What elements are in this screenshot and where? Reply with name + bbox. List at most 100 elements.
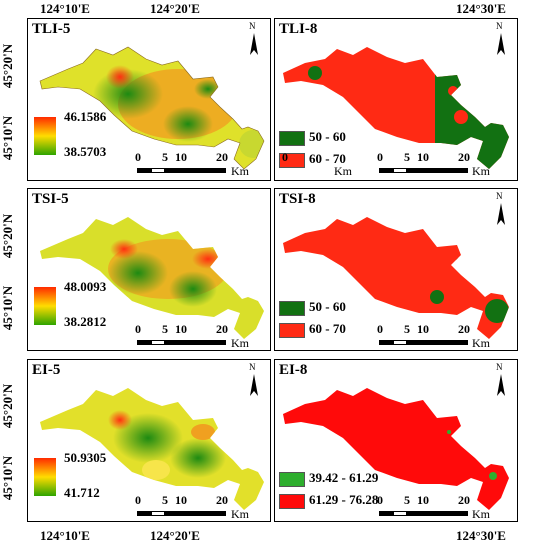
scale-tick: 0 [377,150,383,164]
scale-bar: 0 [282,150,510,184]
scale-segment [137,511,151,516]
lake-map [39,46,265,170]
scale-tick: 5 [162,493,168,507]
color-ramp [34,458,56,496]
scale-unit: Km [231,164,249,178]
left-tick-1: 45°20'N [0,43,16,89]
left-tick-4: 45°10'N [0,285,16,331]
scale-tick: 10 [417,493,429,507]
scale-tick: 0 [135,150,141,164]
scale-tick: 20 [216,322,228,336]
ramp-max: 46.1586 [64,109,107,124]
color-ramp [34,287,56,325]
scale-unit: Km [231,336,249,350]
legend-label: 60 - 70 [309,151,346,166]
lake-map [40,388,264,510]
scale-segment [165,168,179,173]
scale-tick: 10 [175,493,187,507]
scale-tick: 20 [216,493,228,507]
left-tick-5: 45°20'N [0,383,16,429]
scale-segment [137,340,151,345]
scale-tick: 10 [175,150,187,164]
north-arrow-icon: N [246,362,262,400]
legend-label: 50 - 60 [309,129,346,144]
scale-bar: 0 5 10 20 Km [374,493,504,527]
scale-segment [179,168,226,173]
north-label: N [249,362,256,372]
scale-tick: 0 [135,493,141,507]
map-panel-tli8: TLI-8 N 50 - 60 60 - 70 [274,18,518,181]
top-tick-3: 124°30'E [456,1,506,16]
north-label: N [496,362,503,372]
scale-unit: Km [472,507,490,521]
scale-tick: 5 [404,322,410,336]
legend-swatch [279,494,305,509]
scale-unit: Km [334,164,352,178]
lake-map [40,217,264,339]
panel-title: TSI-5 [32,191,69,207]
scale-segment [421,340,468,345]
scale-tick: 20 [458,322,470,336]
bottom-tick-2: 124°20'E [150,528,200,543]
lake-map [283,47,509,169]
scale-bar: 0 5 10 20 [132,322,262,356]
scale-tick: 20 [458,493,470,507]
scale-tick: 0 [377,493,383,507]
scale-tick: 20 [458,150,470,164]
lake-map [283,217,509,339]
color-ramp [34,117,56,155]
ramp-max: 50.9305 [64,450,107,465]
scale-tick: 10 [175,322,187,336]
ramp-min: 41.712 [64,485,100,500]
north-label: N [496,21,503,31]
scale-unit: Km [231,507,249,521]
scale-tick: 10 [417,322,429,336]
panel-title: TLI-5 [32,21,71,37]
scale-tick: 5 [162,322,168,336]
scale-segment [179,340,226,345]
scale-tick: 20 [216,150,228,164]
ramp-min: 38.5703 [64,144,107,159]
scale-tick: 5 [404,150,410,164]
left-tick-6: 45°10'N [0,455,16,501]
bottom-tick-1: 124°10'E [40,528,90,543]
north-arrow-icon: N [493,362,509,400]
left-tick-3: 45°20'N [0,213,16,259]
scale-segment [393,340,407,345]
scale-tick: 0 [135,322,141,336]
north-label: N [249,21,256,31]
scale-segment [151,340,165,345]
legend-swatch [279,131,305,146]
map-panel-tsi5: TSI-5 48.0093 38.2812 [27,188,271,351]
top-tick-1: 124°10'E [40,1,90,16]
legend-swatch [279,472,305,487]
ramp-max: 48.0093 [64,279,107,294]
scale-segment [379,340,393,345]
scale-segment [179,511,226,516]
scale-tick: 5 [162,150,168,164]
scale-bar-row1: Km [132,150,352,184]
scale-segment [421,511,468,516]
scale-segment [137,168,151,173]
scale-segment [151,168,165,173]
scale-segment [165,340,179,345]
map-panel-tsi8: TSI-8 N 50 - 60 60 - 70 [274,188,518,351]
scale-unit: Km [472,336,490,350]
left-tick-2: 45°10'N [0,115,16,161]
panel-title: TSI-8 [279,191,316,207]
scale-segment [151,511,165,516]
scale-tick: 10 [417,150,429,164]
scale-segment [421,168,468,173]
legend-label: 61.29 - 76.28 [309,492,379,507]
north-arrow-icon: N [246,21,262,59]
legend-swatch [279,323,305,338]
legend-swatch [279,301,305,316]
ramp-min: 38.2812 [64,314,107,329]
scale-tick: 5 [404,493,410,507]
top-tick-2: 124°20'E [150,1,200,16]
scale-tick: 0 [282,150,288,164]
scale-segment [393,511,407,516]
scale-segment [379,168,393,173]
legend-swatch [279,153,305,168]
panel-title: EI-8 [279,362,308,378]
